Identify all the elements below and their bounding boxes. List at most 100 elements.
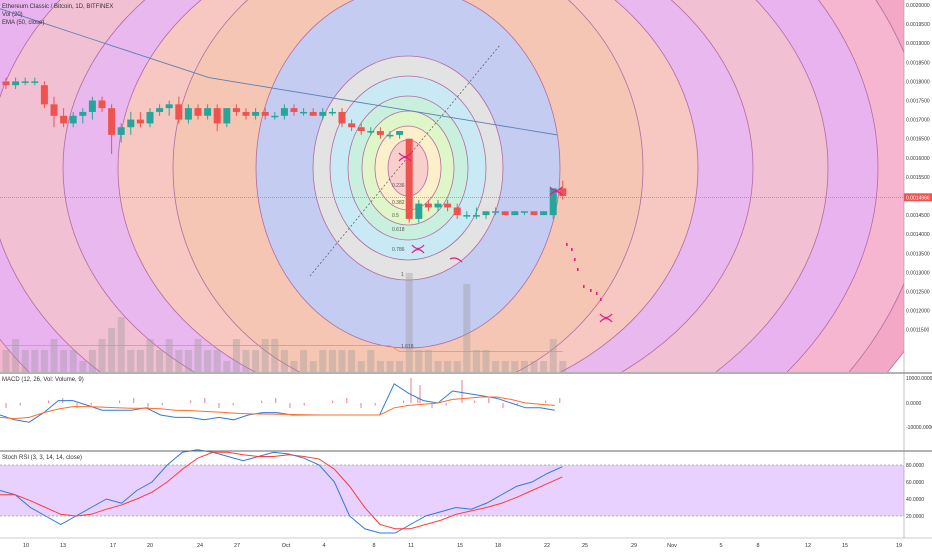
time-x-tick: 8 — [756, 543, 759, 549]
volume-bar — [223, 361, 231, 372]
fib-level-label: 0.5 — [392, 213, 399, 219]
time-x-tick: 8 — [372, 543, 375, 549]
volume-bar — [511, 361, 519, 372]
price-y-tick: 0.0015500 — [906, 175, 930, 181]
volume-bar — [309, 361, 317, 372]
stoch-k-line — [0, 449, 563, 534]
volume-bar — [501, 361, 509, 372]
candle-down — [424, 203, 432, 208]
price-y-tick: 0.0011500 — [906, 328, 929, 334]
time-x-tick: 15 — [457, 543, 463, 549]
vol-legend[interactable]: Vol (20) — [2, 12, 23, 18]
candle-down — [175, 104, 183, 120]
volume-bar — [492, 361, 500, 372]
time-x-tick: 19 — [896, 543, 902, 549]
time-x-tick: 5 — [719, 543, 722, 549]
volume-bar — [261, 339, 269, 372]
price-y-tick: 0.0012500 — [906, 290, 930, 296]
volume-bar — [108, 328, 116, 372]
candles — [0, 8, 567, 223]
price-y-tick: 0.0017500 — [906, 99, 930, 105]
stoch-band — [0, 465, 904, 516]
candle-up — [520, 211, 528, 213]
ema-legend[interactable]: EMA (50, close) — [2, 20, 45, 26]
candle-up — [482, 211, 490, 216]
time-x-tick: 12 — [805, 543, 811, 549]
candle-up — [540, 211, 548, 216]
projection-dot — [577, 268, 579, 271]
volume-bar — [136, 350, 144, 372]
price-y-tick: 0.0014000 — [906, 232, 930, 238]
candle-up — [280, 108, 288, 116]
time-x-tick: 29 — [631, 543, 637, 549]
volume-bar — [184, 350, 192, 372]
symbol-legend[interactable]: Ethereum Classic / Bitcoin, 1D, BITFINEX — [2, 4, 114, 10]
candle-down — [50, 104, 58, 116]
volume-bar — [300, 350, 308, 372]
volume-bar — [79, 361, 87, 372]
fib-trend-line — [309, 44, 501, 277]
candle-up — [146, 111, 154, 124]
volume-bar — [232, 339, 240, 372]
volume-bar — [69, 350, 77, 372]
macd-y-tick: -10000.0000 — [906, 425, 932, 431]
candle-down — [348, 123, 356, 128]
volume-bar — [424, 350, 432, 372]
time-x-tick: 17 — [110, 543, 116, 549]
candle-up — [117, 127, 125, 135]
stoch-title[interactable]: Stoch RSI (3, 3, 14, 14, close) — [2, 455, 83, 461]
drawings: 0.236 0.382 0.5 0.618 0.786 1 1.618 — [0, 44, 904, 350]
volume-bar — [175, 350, 183, 372]
price-y-tick: 0.0019500 — [906, 22, 930, 28]
fib-level-label: 0.236 — [392, 183, 405, 189]
macd-y-tick: 0.0000 — [906, 401, 922, 407]
ema-line — [0, 8, 557, 136]
volume-bar — [98, 339, 106, 372]
candle-down — [357, 127, 365, 132]
candle-up — [184, 108, 192, 120]
volume-bar — [338, 350, 346, 372]
time-x-tick: 15 — [842, 543, 848, 549]
volume-bar — [444, 361, 452, 372]
candle-down — [453, 207, 461, 216]
volume-bar — [405, 273, 413, 372]
candle-down — [261, 111, 269, 116]
candle-up — [88, 100, 96, 112]
volume-bar — [156, 350, 164, 372]
stoch-y-tick: 40.0000 — [906, 497, 924, 503]
candle-up — [156, 108, 164, 112]
price-y-tick: 0.0018000 — [906, 79, 930, 85]
candle-down — [444, 203, 452, 208]
volume-bar — [194, 339, 202, 372]
macd-title[interactable]: MACD (12, 26, Vol: Volume, 9) — [2, 377, 84, 383]
candle-down — [136, 119, 144, 124]
volume-bar — [271, 339, 279, 372]
volume-bar — [242, 350, 250, 372]
curve-marker — [449, 257, 463, 263]
stoch-pane — [0, 449, 904, 534]
candle-down — [242, 111, 250, 116]
volume-bar — [117, 317, 125, 372]
volume-bar — [463, 284, 471, 372]
volume-bar — [213, 350, 221, 372]
candle-up — [79, 111, 87, 116]
candle-up — [204, 108, 212, 116]
last-price-label: 0.0014966 — [906, 195, 930, 201]
volume-bar — [376, 361, 384, 372]
time-x-tick: 25 — [582, 543, 588, 549]
volume-bar — [540, 361, 548, 372]
time-x-tick: 22 — [544, 543, 550, 549]
cross-marker — [398, 152, 412, 162]
candle-up — [319, 111, 327, 116]
candle-up — [434, 203, 442, 208]
cross-marker — [599, 313, 613, 323]
volume-bar — [482, 350, 490, 372]
projection-dot — [571, 248, 573, 251]
cross-marker — [549, 186, 563, 196]
volume-bar — [146, 339, 154, 372]
candle-up — [415, 203, 423, 219]
candle-up — [300, 111, 308, 114]
